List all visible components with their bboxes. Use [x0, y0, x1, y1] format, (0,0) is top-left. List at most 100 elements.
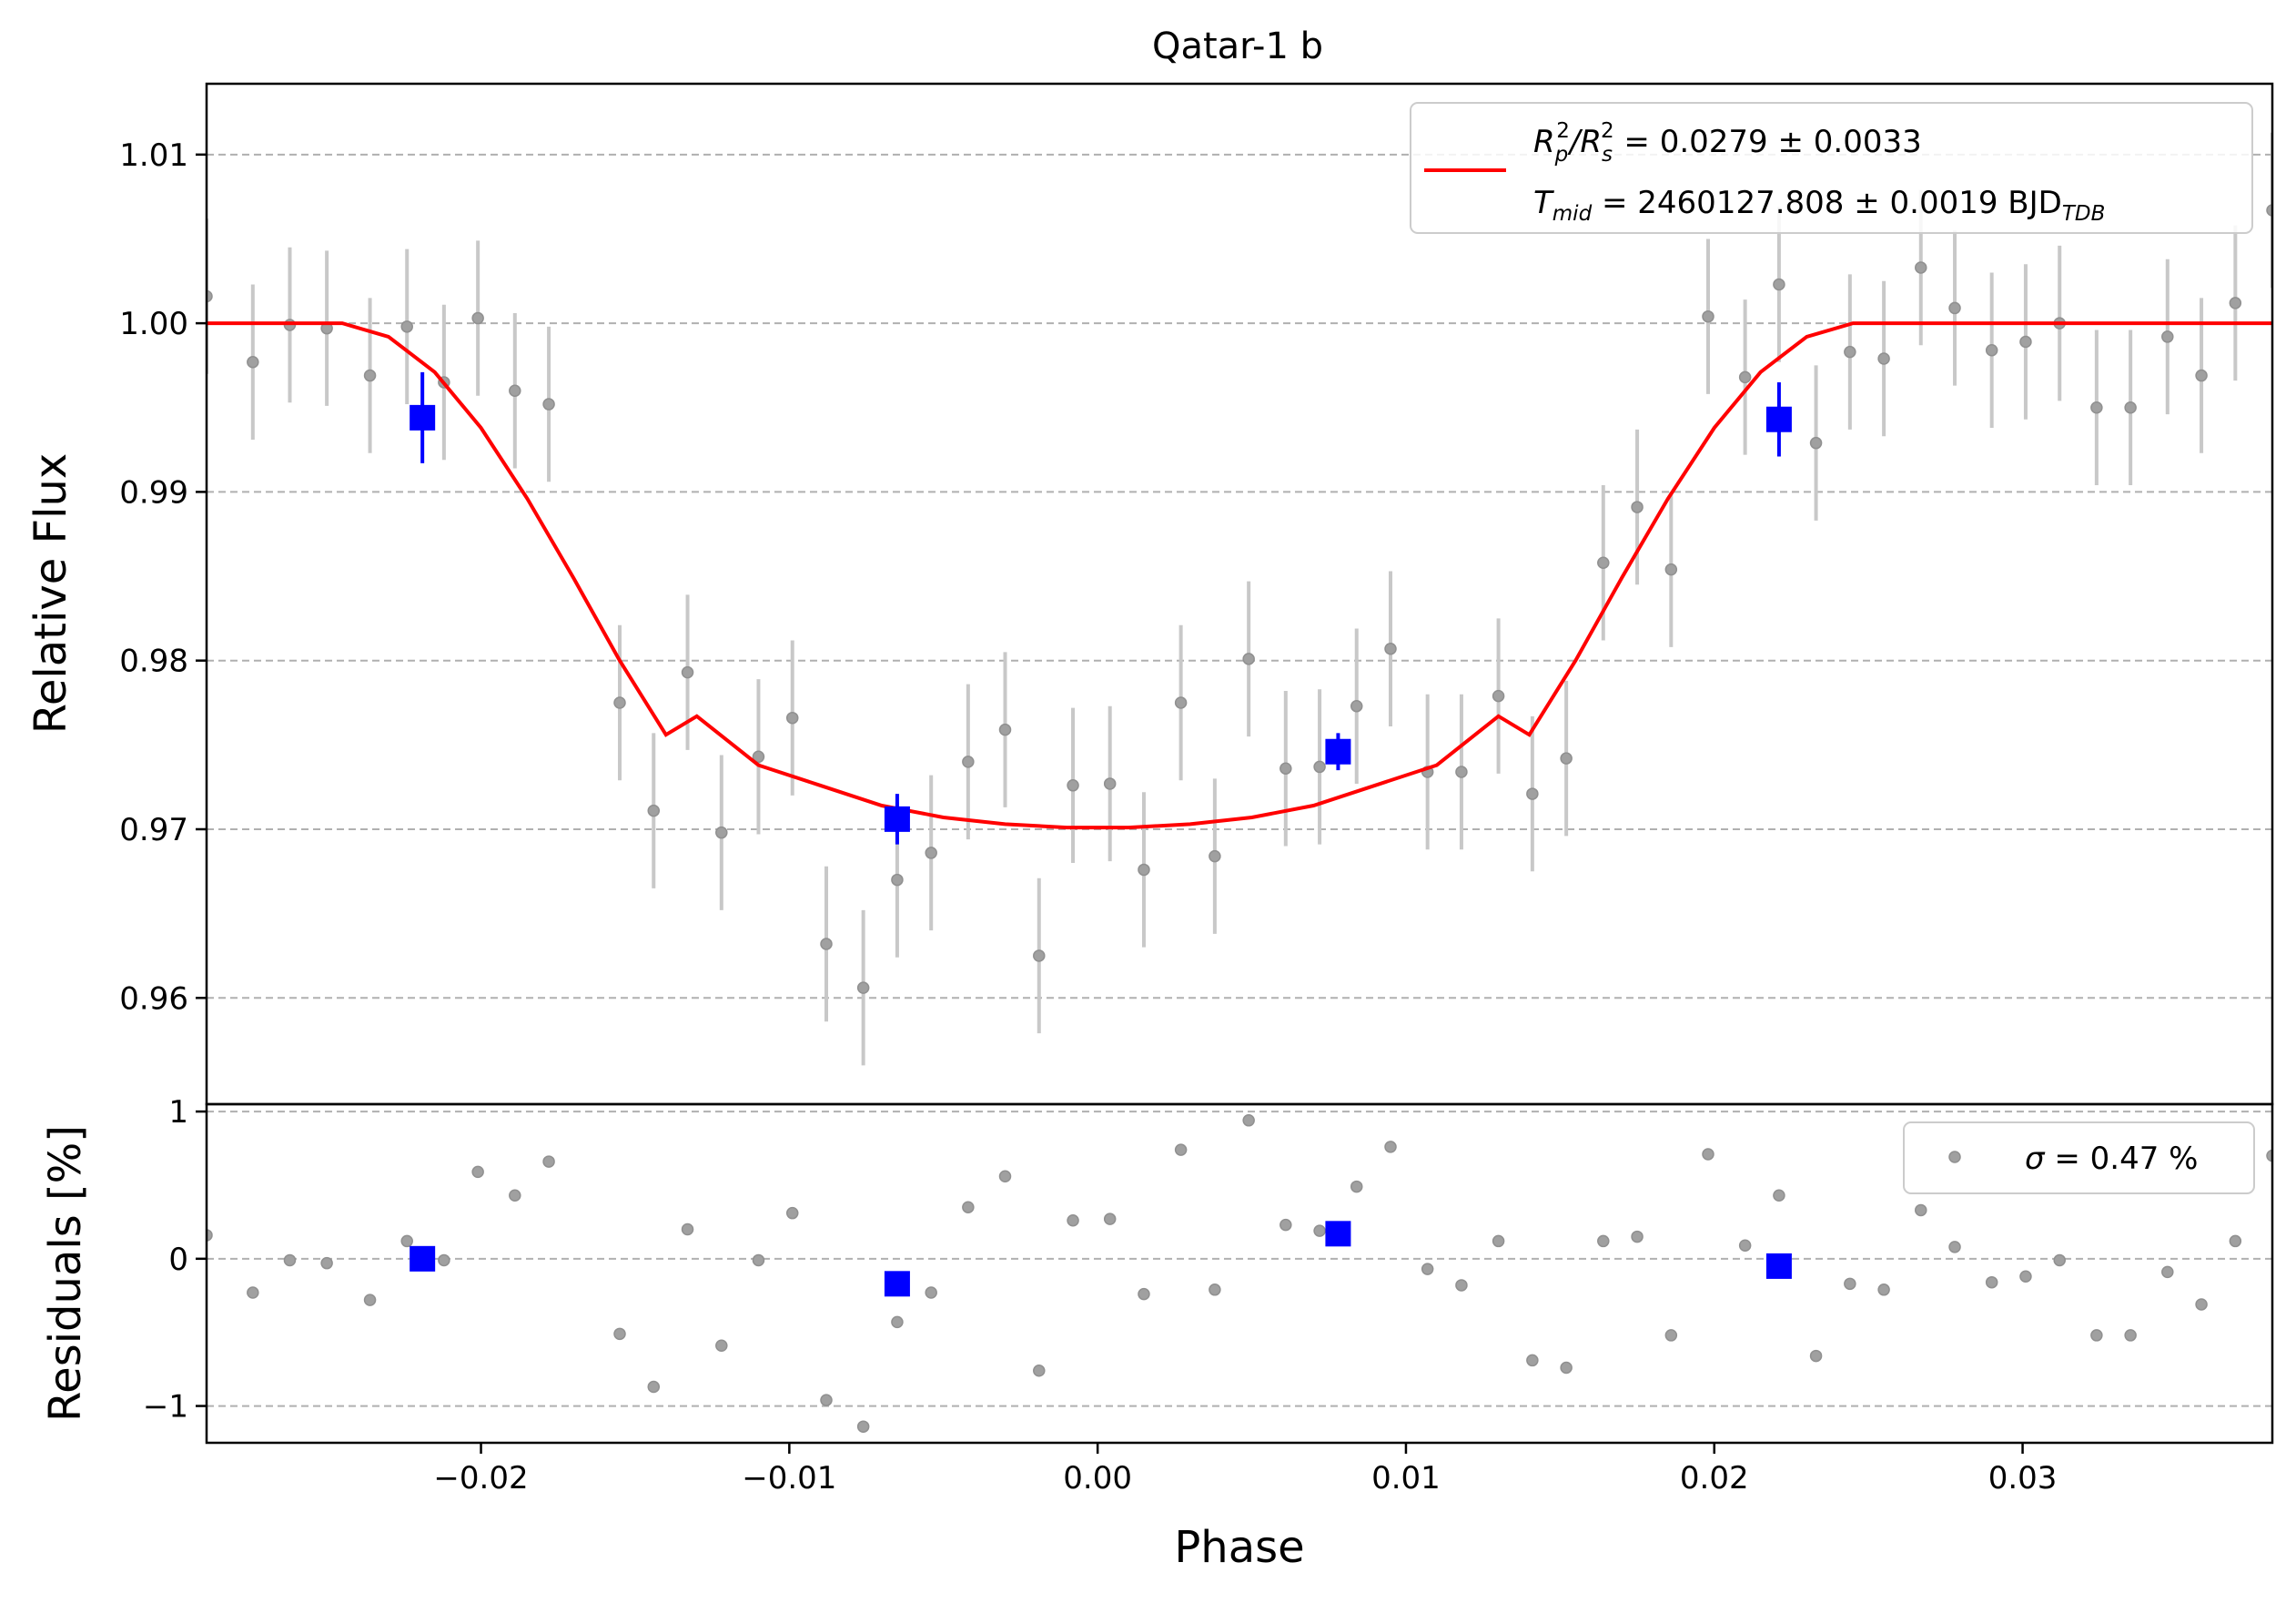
raw-flux-point — [1664, 563, 1678, 576]
raw-flux-point — [1350, 699, 1363, 713]
raw-residual-point — [400, 1234, 413, 1248]
raw-flux-point — [509, 384, 521, 397]
raw-residual-point — [1209, 1283, 1221, 1296]
chart-title: Qatar-1 b — [1152, 25, 1323, 67]
raw-flux-point — [1915, 261, 1927, 274]
raw-residual-point — [363, 1294, 377, 1306]
raw-flux-point — [2229, 297, 2242, 309]
phase-x-tick-label: 0.01 — [1371, 1460, 1441, 1496]
phase-x-tick-label: 0.00 — [1063, 1460, 1132, 1496]
raw-flux-point — [647, 804, 661, 817]
raw-residual-point — [1985, 1275, 1998, 1289]
raw-flux-point — [247, 355, 259, 369]
residuals-y-ticks: −1 0 1 — [143, 1094, 207, 1425]
raw-residual-point — [1313, 1224, 1326, 1237]
raw-residual-point — [2019, 1270, 2032, 1283]
raw-residual-point — [1279, 1218, 1292, 1232]
raw-residual-point — [471, 1165, 484, 1179]
raw-residual-point — [509, 1189, 521, 1202]
raw-residual-point — [1384, 1141, 1397, 1153]
phase-x-tick-label: −0.02 — [433, 1460, 528, 1496]
residuals-y-axis-label: Residuals [%] — [40, 1125, 91, 1422]
flux-gridlines — [207, 153, 2272, 999]
residuals-panel: −1 0 1 −0.02 −0.01 0.00 0.01 0.02 0.03 Residual… — [40, 1094, 2274, 1573]
raw-residual-point — [998, 1170, 1012, 1183]
raw-flux-point — [2019, 335, 2032, 349]
raw-flux-point — [1313, 760, 1326, 774]
raw-residual-point — [925, 1286, 937, 1299]
raw-flux-point — [856, 981, 870, 994]
raw-flux-point — [1242, 653, 1255, 665]
flux-y-ticks: 0.96 0.97 0.98 0.99 1.00 1.01 — [119, 137, 207, 1017]
raw-residual-point — [1844, 1277, 1856, 1291]
raw-flux-point — [1067, 779, 1079, 792]
raw-residual-point — [820, 1394, 833, 1406]
raw-residual-point — [785, 1206, 799, 1220]
residuals-legend: σ = 0.47 % — [1903, 1121, 2255, 1194]
raw-residual-point — [438, 1253, 450, 1267]
binned-residual-point — [884, 1271, 910, 1297]
raw-residual-point — [715, 1339, 728, 1353]
raw-residual-point — [891, 1315, 904, 1329]
raw-flux-point — [1809, 436, 1823, 450]
flux-y-tick-label: 0.99 — [119, 474, 188, 511]
raw-residual-point — [1809, 1349, 1823, 1363]
raw-residual-point — [1915, 1203, 1927, 1217]
raw-residual-points — [207, 1114, 2272, 1433]
residuals-gridlines — [207, 1111, 2272, 1407]
raw-flux-point — [1738, 370, 1752, 384]
legend-radius-ratio: Rp2/Rs2 = 0.0279 ± 0.0033 — [1533, 119, 1922, 167]
raw-residual-point — [1631, 1230, 1644, 1243]
raw-residual-point — [1174, 1143, 1188, 1156]
raw-residual-point — [1560, 1361, 1573, 1375]
legend-sigma: σ = 0.47 % — [2025, 1141, 2198, 1177]
raw-residual-point — [1877, 1283, 1890, 1296]
raw-residual-point — [856, 1420, 870, 1433]
raw-residual-point — [320, 1256, 333, 1270]
raw-flux-point — [1103, 777, 1117, 790]
raw-flux-point — [820, 938, 833, 950]
raw-residual-point — [1033, 1364, 1046, 1377]
raw-flux-point — [785, 711, 799, 725]
raw-residual-point — [1421, 1263, 1434, 1275]
raw-flux-point — [1033, 949, 1046, 962]
flux-y-axis-label: Relative Flux — [25, 453, 76, 735]
raw-residual-point — [2161, 1265, 2174, 1279]
raw-flux-point — [1597, 556, 1610, 569]
raw-flux-point — [1985, 344, 1998, 357]
residuals-panel-frame — [205, 1102, 2274, 1445]
raw-residual-point — [2124, 1329, 2137, 1342]
raw-residual-point — [647, 1380, 661, 1394]
raw-flux-point — [891, 873, 904, 887]
raw-residual-point — [752, 1253, 765, 1267]
raw-residual-point — [1455, 1279, 1468, 1292]
raw-residual-point — [2195, 1298, 2208, 1311]
raw-residual-point — [1773, 1189, 1785, 1202]
residuals-y-tick-label: −1 — [143, 1389, 188, 1425]
transit-model-line — [207, 321, 2272, 830]
binned-flux-point — [410, 404, 436, 431]
raw-residual-point — [1738, 1239, 1752, 1253]
raw-residual-point — [2053, 1253, 2066, 1267]
raw-residual-point — [613, 1327, 626, 1341]
raw-flux-point — [681, 665, 694, 679]
raw-flux-point — [400, 320, 413, 333]
flux-y-tick-label: 0.96 — [119, 980, 188, 1017]
phase-x-ticks: −0.02 −0.01 0.00 0.01 0.02 0.03 — [433, 1443, 2057, 1496]
raw-residual-point — [247, 1286, 259, 1299]
binned-flux-point — [1765, 406, 1792, 432]
flux-legend-box — [1410, 102, 2253, 234]
raw-flux-point — [542, 398, 555, 411]
binned-flux-points — [410, 371, 1792, 845]
binned-residual-point — [1325, 1221, 1351, 1247]
raw-flux-point — [1455, 766, 1468, 778]
raw-residual-point — [962, 1201, 975, 1213]
flux-y-tick-label: 1.00 — [119, 306, 188, 342]
legend-residual-marker — [1948, 1151, 1961, 1163]
raw-flux-point — [1560, 752, 1573, 765]
raw-flux-point — [1773, 278, 1785, 291]
flux-y-tick-label: 0.97 — [119, 812, 188, 848]
residuals-y-tick-label: 0 — [168, 1242, 188, 1278]
raw-flux-point — [1631, 501, 1644, 513]
